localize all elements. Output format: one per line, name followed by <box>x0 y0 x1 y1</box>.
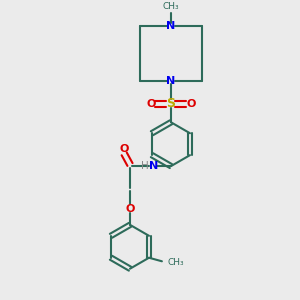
Text: N: N <box>148 161 158 171</box>
Text: H: H <box>141 161 149 171</box>
Text: O: O <box>119 144 129 154</box>
Text: CH₃: CH₃ <box>163 2 179 11</box>
Text: O: O <box>186 99 196 109</box>
Text: O: O <box>146 99 156 109</box>
Text: CH₃: CH₃ <box>168 258 184 267</box>
Text: N: N <box>166 21 176 31</box>
Text: S: S <box>167 98 176 110</box>
Text: N: N <box>166 76 176 85</box>
Text: O: O <box>125 204 135 214</box>
